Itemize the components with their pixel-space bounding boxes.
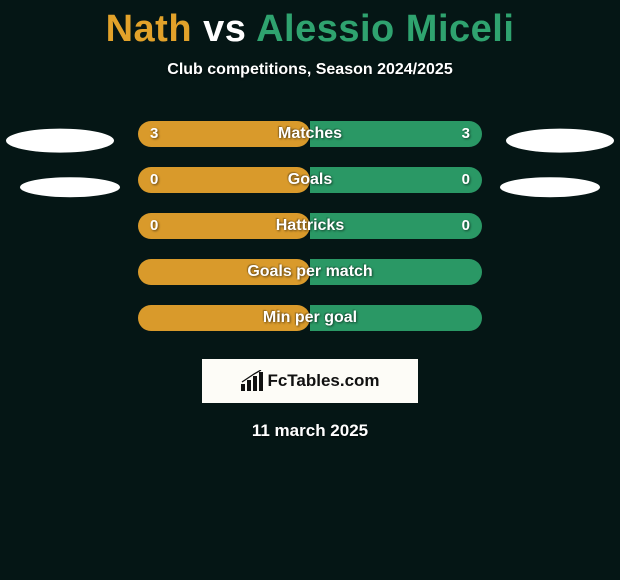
stat-bar-p2-fill <box>310 167 482 193</box>
stat-p2-value: 0 <box>462 167 470 193</box>
brand-badge[interactable]: FcTables.com <box>202 359 418 403</box>
stat-label: Goals per match <box>247 263 372 281</box>
brand-name: FcTables.com <box>267 371 379 391</box>
player1-name: Nath <box>106 8 192 50</box>
comparison-row: 0 0 Hattricks <box>0 213 620 259</box>
footer-date: 11 march 2025 <box>0 421 620 441</box>
comparison-row: 3 3 Matches <box>0 121 620 167</box>
player2-name: Alessio Miceli <box>256 8 514 50</box>
stat-bar-p1-fill <box>138 167 310 193</box>
stat-bar: Min per goal <box>138 305 482 331</box>
stat-p1-value: 3 <box>150 121 158 147</box>
stat-bar: 0 0 Goals <box>138 167 482 193</box>
subtitle: Club competitions, Season 2024/2025 <box>0 61 620 79</box>
player1-marker <box>6 129 114 153</box>
comparison-row: Min per goal <box>0 305 620 351</box>
stat-label: Hattricks <box>276 217 344 235</box>
stat-p2-value: 0 <box>462 213 470 239</box>
stat-p1-value: 0 <box>150 213 158 239</box>
vs-separator: vs <box>203 8 246 50</box>
player2-marker <box>500 177 600 197</box>
stat-bar: 3 3 Matches <box>138 121 482 147</box>
comparison-row: Goals per match <box>0 259 620 305</box>
brand-chart-icon <box>240 370 264 392</box>
player2-marker <box>506 129 614 153</box>
stat-label: Goals <box>288 171 332 189</box>
comparison-rows: 3 3 Matches 0 0 Goals 0 0 Hattricks Goals per mat… <box>0 121 620 351</box>
page-title: Nath vs Alessio Miceli <box>0 0 620 51</box>
stat-bar: 0 0 Hattricks <box>138 213 482 239</box>
player1-marker <box>20 177 120 197</box>
stat-label: Matches <box>278 125 342 143</box>
stat-p1-value: 0 <box>150 167 158 193</box>
stat-label: Min per goal <box>263 309 357 327</box>
comparison-row: 0 0 Goals <box>0 167 620 213</box>
stat-bar: Goals per match <box>138 259 482 285</box>
stat-p2-value: 3 <box>462 121 470 147</box>
